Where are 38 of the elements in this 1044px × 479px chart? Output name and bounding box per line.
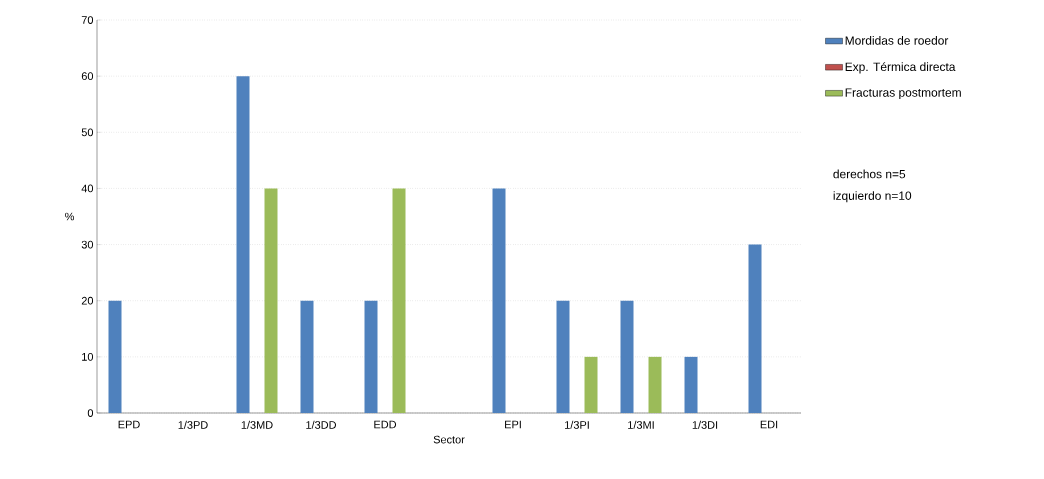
legend-label: Exp. Térmica directa — [845, 62, 956, 74]
bar — [492, 188, 506, 413]
legend-label: Mordidas de roedor — [845, 35, 949, 45]
y-tick-label: 20 — [81, 296, 94, 305]
bar — [264, 188, 278, 413]
x-tick-label: EDI — [760, 420, 778, 429]
x-tick-label: EPD — [118, 420, 140, 429]
y-tick-label: 10 — [82, 352, 94, 361]
bar — [392, 188, 406, 413]
bar — [620, 300, 634, 413]
text: izquierdo n=10 — [833, 191, 912, 203]
y-tick-label: 0 — [87, 409, 94, 417]
y-tick-label: 50 — [81, 128, 94, 137]
bar — [648, 356, 662, 413]
bar — [748, 244, 762, 413]
bar — [556, 300, 570, 413]
x-tick-label: 1/3PI — [565, 420, 589, 429]
y-tick-label: 40 — [81, 184, 94, 193]
text: derechos n=5 — [833, 169, 906, 179]
y-axis-title: % — [65, 212, 75, 221]
x-tick-label: 1/3PD — [178, 420, 208, 429]
y-tick-label: 60 — [81, 72, 94, 81]
bar — [300, 300, 314, 413]
bar — [108, 300, 122, 413]
y-tick-label: 70 — [81, 16, 94, 24]
bar — [584, 356, 598, 413]
x-tick-label: EPI — [505, 420, 521, 429]
x-tick-label: 1/3MI — [628, 420, 654, 429]
bar — [236, 76, 250, 413]
x-tick-label: 1/3MD — [241, 420, 273, 429]
x-tick-label: 1/3DI — [692, 420, 718, 429]
x-tick-label: 1/3DD — [306, 420, 337, 429]
x-axis-title: Sector — [433, 435, 465, 444]
bar — [684, 356, 698, 413]
legend-label: Fracturas postmortem — [845, 88, 961, 100]
y-tick-label: 30 — [81, 240, 94, 249]
x-tick-label: EDD — [374, 420, 397, 429]
bar — [364, 300, 378, 413]
